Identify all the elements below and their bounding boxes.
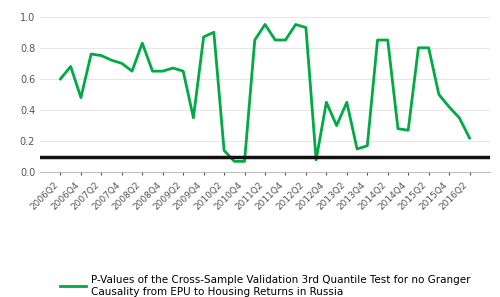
P-Values of the Cross-Sample Validation 3rd Quantile Test for no Granger
Causality from EPU to Housing Returns in Russia (364, 144, 370, 148)
P-Values of the Cross-Sample Validation 3rd Quantile Test for no Granger
Causality from EPU to Housing Returns in Russia (108, 59, 114, 62)
P-Values of the Cross-Sample Validation 3rd Quantile Test for no Granger
Causality from EPU to Housing Returns in Russia (344, 100, 350, 104)
10% Significance Level (68, 155, 73, 159)
P-Values of the Cross-Sample Validation 3rd Quantile Test for no Granger
Causality from EPU to Housing Returns in Russia (221, 149, 227, 152)
Line: P-Values of the Cross-Sample Validation 3rd Quantile Test for no Granger
Causality from EPU to Housing Returns in Russia: P-Values of the Cross-Sample Validation … (60, 24, 470, 161)
P-Values of the Cross-Sample Validation 3rd Quantile Test for no Granger
Causality from EPU to Housing Returns in Russia (98, 54, 104, 57)
P-Values of the Cross-Sample Validation 3rd Quantile Test for no Granger
Causality from EPU to Housing Returns in Russia (405, 129, 411, 132)
P-Values of the Cross-Sample Validation 3rd Quantile Test for no Granger
Causality from EPU to Housing Returns in Russia (262, 23, 268, 26)
P-Values of the Cross-Sample Validation 3rd Quantile Test for no Granger
Causality from EPU to Housing Returns in Russia (58, 77, 64, 81)
P-Values of the Cross-Sample Validation 3rd Quantile Test for no Granger
Causality from EPU to Housing Returns in Russia (426, 46, 432, 50)
P-Values of the Cross-Sample Validation 3rd Quantile Test for no Granger
Causality from EPU to Housing Returns in Russia (436, 93, 442, 96)
P-Values of the Cross-Sample Validation 3rd Quantile Test for no Granger
Causality from EPU to Housing Returns in Russia (119, 61, 125, 65)
P-Values of the Cross-Sample Validation 3rd Quantile Test for no Granger
Causality from EPU to Housing Returns in Russia (200, 35, 206, 39)
P-Values of the Cross-Sample Validation 3rd Quantile Test for no Granger
Causality from EPU to Housing Returns in Russia (416, 46, 422, 50)
P-Values of the Cross-Sample Validation 3rd Quantile Test for no Granger
Causality from EPU to Housing Returns in Russia (170, 66, 176, 70)
P-Values of the Cross-Sample Validation 3rd Quantile Test for no Granger
Causality from EPU to Housing Returns in Russia (140, 41, 145, 45)
P-Values of the Cross-Sample Validation 3rd Quantile Test for no Granger
Causality from EPU to Housing Returns in Russia (180, 69, 186, 73)
P-Values of the Cross-Sample Validation 3rd Quantile Test for no Granger
Causality from EPU to Housing Returns in Russia (252, 38, 258, 42)
P-Values of the Cross-Sample Validation 3rd Quantile Test for no Granger
Causality from EPU to Housing Returns in Russia (466, 136, 472, 140)
P-Values of the Cross-Sample Validation 3rd Quantile Test for no Granger
Causality from EPU to Housing Returns in Russia (68, 65, 73, 68)
P-Values of the Cross-Sample Validation 3rd Quantile Test for no Granger
Causality from EPU to Housing Returns in Russia (272, 38, 278, 42)
P-Values of the Cross-Sample Validation 3rd Quantile Test for no Granger
Causality from EPU to Housing Returns in Russia (242, 159, 248, 163)
P-Values of the Cross-Sample Validation 3rd Quantile Test for no Granger
Causality from EPU to Housing Returns in Russia (292, 23, 298, 26)
P-Values of the Cross-Sample Validation 3rd Quantile Test for no Granger
Causality from EPU to Housing Returns in Russia (303, 26, 309, 29)
P-Values of the Cross-Sample Validation 3rd Quantile Test for no Granger
Causality from EPU to Housing Returns in Russia (211, 31, 217, 34)
P-Values of the Cross-Sample Validation 3rd Quantile Test for no Granger
Causality from EPU to Housing Returns in Russia (313, 158, 319, 162)
P-Values of the Cross-Sample Validation 3rd Quantile Test for no Granger
Causality from EPU to Housing Returns in Russia (324, 100, 330, 104)
P-Values of the Cross-Sample Validation 3rd Quantile Test for no Granger
Causality from EPU to Housing Returns in Russia (232, 159, 237, 163)
P-Values of the Cross-Sample Validation 3rd Quantile Test for no Granger
Causality from EPU to Housing Returns in Russia (129, 69, 135, 73)
P-Values of the Cross-Sample Validation 3rd Quantile Test for no Granger
Causality from EPU to Housing Returns in Russia (446, 105, 452, 109)
P-Values of the Cross-Sample Validation 3rd Quantile Test for no Granger
Causality from EPU to Housing Returns in Russia (78, 96, 84, 99)
P-Values of the Cross-Sample Validation 3rd Quantile Test for no Granger
Causality from EPU to Housing Returns in Russia (395, 127, 401, 130)
Legend: P-Values of the Cross-Sample Validation 3rd Quantile Test for no Granger
Causali: P-Values of the Cross-Sample Validation … (60, 276, 470, 297)
P-Values of the Cross-Sample Validation 3rd Quantile Test for no Granger
Causality from EPU to Housing Returns in Russia (150, 69, 156, 73)
P-Values of the Cross-Sample Validation 3rd Quantile Test for no Granger
Causality from EPU to Housing Returns in Russia (160, 69, 166, 73)
10% Significance Level (58, 155, 64, 159)
P-Values of the Cross-Sample Validation 3rd Quantile Test for no Granger
Causality from EPU to Housing Returns in Russia (190, 116, 196, 120)
P-Values of the Cross-Sample Validation 3rd Quantile Test for no Granger
Causality from EPU to Housing Returns in Russia (384, 38, 390, 42)
P-Values of the Cross-Sample Validation 3rd Quantile Test for no Granger
Causality from EPU to Housing Returns in Russia (374, 38, 380, 42)
P-Values of the Cross-Sample Validation 3rd Quantile Test for no Granger
Causality from EPU to Housing Returns in Russia (354, 147, 360, 151)
P-Values of the Cross-Sample Validation 3rd Quantile Test for no Granger
Causality from EPU to Housing Returns in Russia (88, 52, 94, 56)
P-Values of the Cross-Sample Validation 3rd Quantile Test for no Granger
Causality from EPU to Housing Returns in Russia (456, 116, 462, 120)
P-Values of the Cross-Sample Validation 3rd Quantile Test for no Granger
Causality from EPU to Housing Returns in Russia (334, 124, 340, 127)
P-Values of the Cross-Sample Validation 3rd Quantile Test for no Granger
Causality from EPU to Housing Returns in Russia (282, 38, 288, 42)
